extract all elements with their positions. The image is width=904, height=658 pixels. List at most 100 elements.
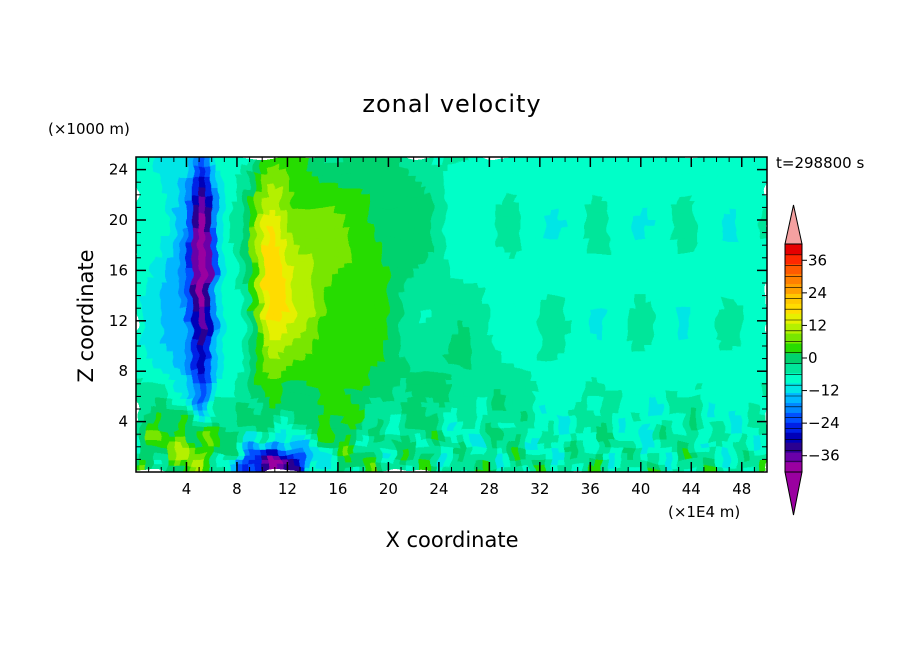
field-cell [495,157,503,164]
field-cell [305,389,314,397]
field-cell [236,433,244,441]
field-cell [526,257,535,265]
field-cell [659,238,667,246]
field-cell [457,465,465,472]
field-cell [381,358,389,366]
field-cell [185,157,194,164]
field-cell [570,200,579,208]
field-cell [640,257,648,265]
field-cell [627,326,635,334]
field-cell [381,446,389,454]
field-cell [425,288,434,297]
field-cell [255,307,263,315]
field-cell [249,162,257,171]
field-cell [495,414,503,423]
field-cell [299,358,307,366]
field-cell [255,332,263,341]
field-cell [551,332,560,341]
field-cell [387,364,396,372]
field-cell [406,175,415,183]
field-cell [564,446,572,454]
field-cell [728,188,736,196]
field-cell [633,157,642,164]
field-cell [305,465,314,472]
field-cell [299,200,307,208]
field-cell [533,314,541,322]
field-cell [640,225,648,234]
field-cell [615,339,623,347]
field-cell [589,200,598,208]
field-cell [185,427,194,435]
field-cell [368,276,377,284]
field-cell [337,162,345,171]
field-cell [671,314,680,322]
field-cell [640,157,648,164]
field-cell [368,452,377,460]
field-cell [570,225,579,234]
field-cell [217,200,225,208]
field-cell [280,175,288,183]
field-cell [350,238,358,246]
field-cell [230,169,238,177]
field-cell [343,301,352,309]
field-cell [154,257,162,265]
field-cell [381,188,389,196]
field-cell [185,213,194,221]
field-cell [583,232,591,240]
field-cell [438,194,446,202]
field-cell [154,276,162,284]
field-cell [495,238,503,246]
field-cell [741,408,749,416]
field-cell [539,213,547,221]
field-cell [501,257,509,265]
field-cell [198,440,206,448]
field-cell [343,181,352,189]
field-cell [318,364,326,372]
field-cell [331,225,339,234]
field-cell [425,452,434,460]
field-cell [387,175,396,183]
field-cell [204,225,213,234]
field-cell [507,332,516,341]
field-cell [621,200,629,208]
field-cell [640,408,648,416]
field-cell [728,263,736,271]
field-cell [362,282,370,290]
field-cell [463,326,471,334]
field-cell [387,421,396,429]
field-cell [293,433,301,441]
field-cell [558,257,566,265]
field-cell [350,364,358,372]
field-cell [463,175,471,183]
field-cell [331,458,339,467]
field-cell [141,465,150,472]
field-cell [570,408,579,416]
field-cell [753,358,762,366]
field-cell [387,263,396,271]
field-cell [154,326,162,334]
field-cell [167,257,175,265]
field-cell [204,326,213,334]
field-cell [406,383,415,391]
field-cell [652,169,661,177]
field-cell [160,225,169,234]
field-cell [703,263,711,271]
field-cell [438,314,446,322]
field-cell [482,206,490,215]
field-cell [615,402,623,410]
field-cell [671,157,680,164]
field-cell [608,433,617,441]
field-cell [627,383,635,391]
field-cell [198,408,206,416]
field-cell [387,282,396,290]
field-cell [268,288,276,297]
field-cell [337,377,345,385]
field-cell [678,452,686,460]
field-cell [255,339,263,347]
field-cell [665,282,673,290]
field-cell [324,402,333,410]
field-cell [703,389,711,397]
field-cell [381,263,389,271]
field-cell [179,326,187,334]
field-cell [230,446,238,454]
